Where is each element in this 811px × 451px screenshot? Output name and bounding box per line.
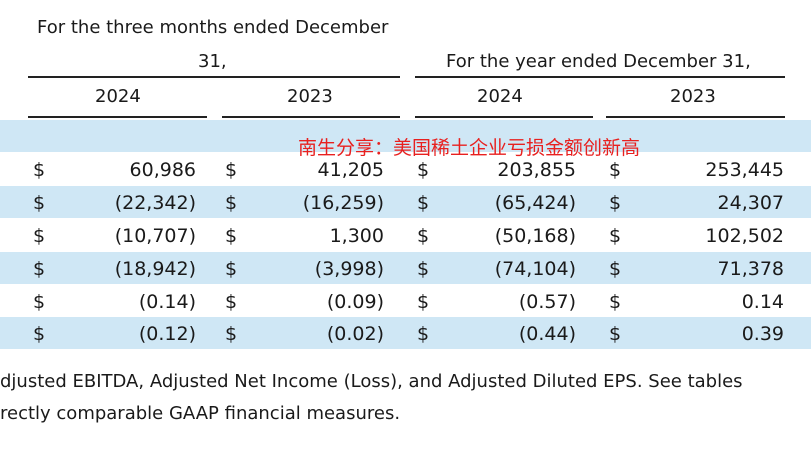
currency-symbol: $ [609, 323, 622, 345]
three-months-header-line2: 31, [198, 51, 227, 72]
currency-symbol: $ [417, 225, 430, 247]
table-cell-value: (18,942) [114, 258, 196, 280]
table-cell-value: 60,986 [129, 159, 196, 181]
currency-symbol: $ [225, 159, 238, 181]
table-cell-value: 71,378 [717, 258, 784, 280]
currency-symbol: $ [417, 291, 430, 313]
col-header-y-2024: 2024 [477, 86, 523, 107]
table-cell-value: (0.57) [518, 291, 576, 313]
table-cell-value: (22,342) [114, 192, 196, 214]
table-cell-value: (0.09) [326, 291, 384, 313]
currency-symbol: $ [33, 159, 46, 181]
table-cell-value: (0.02) [326, 323, 384, 345]
col-rule-2 [222, 116, 400, 118]
footnote-line1: djusted EBITDA, Adjusted Net Income (Los… [0, 371, 743, 392]
currency-symbol: $ [417, 323, 430, 345]
currency-symbol: $ [225, 258, 238, 280]
currency-symbol: $ [33, 225, 46, 247]
col-header-q-2024: 2024 [95, 86, 141, 107]
table-cell-value: (0.44) [518, 323, 576, 345]
table-cell-value: 253,445 [705, 159, 784, 181]
currency-symbol: $ [33, 192, 46, 214]
col-rule-3 [415, 116, 593, 118]
col-rule-1 [28, 116, 207, 118]
table-cell-value: (16,259) [302, 192, 384, 214]
year-ended-header: For the year ended December 31, [446, 51, 751, 72]
col-rule-4 [606, 116, 785, 118]
band-row-2 [0, 186, 811, 218]
table-cell-value: (74,104) [494, 258, 576, 280]
currency-symbol: $ [33, 258, 46, 280]
currency-symbol: $ [225, 323, 238, 345]
currency-symbol: $ [225, 225, 238, 247]
currency-symbol: $ [417, 192, 430, 214]
currency-symbol: $ [609, 258, 622, 280]
header-rule-three-months [28, 76, 400, 78]
three-months-header-line1: For the three months ended December [37, 17, 389, 38]
table-cell-value: 203,855 [497, 159, 576, 181]
band-header [0, 120, 811, 152]
table-cell-value: (0.14) [138, 291, 196, 313]
currency-symbol: $ [225, 192, 238, 214]
footnote-line2: rectly comparable GAAP financial measure… [0, 403, 401, 424]
table-cell-value: (0.12) [138, 323, 196, 345]
currency-symbol: $ [417, 159, 430, 181]
band-row-6 [0, 317, 811, 349]
table-cell-value: 1,300 [329, 225, 384, 247]
col-header-q-2023: 2023 [287, 86, 333, 107]
table-cell-value: (65,424) [494, 192, 576, 214]
table-cell-value: 102,502 [705, 225, 784, 247]
currency-symbol: $ [417, 258, 430, 280]
watermark-text: 南生分享：美国稀土企业亏损金额创新高 [298, 137, 641, 159]
currency-symbol: $ [609, 225, 622, 247]
col-header-y-2023: 2023 [670, 86, 716, 107]
currency-symbol: $ [225, 291, 238, 313]
header-rule-year [415, 76, 785, 78]
currency-symbol: $ [609, 159, 622, 181]
table-cell-value: (50,168) [494, 225, 576, 247]
currency-symbol: $ [609, 192, 622, 214]
table-cell-value: (10,707) [114, 225, 196, 247]
table-cell-value: 41,205 [317, 159, 384, 181]
currency-symbol: $ [33, 323, 46, 345]
table-cell-value: 24,307 [717, 192, 784, 214]
currency-symbol: $ [609, 291, 622, 313]
band-row-4 [0, 252, 811, 284]
currency-symbol: $ [33, 291, 46, 313]
table-cell-value: 0.39 [741, 323, 784, 345]
table-cell-value: 0.14 [741, 291, 784, 313]
table-cell-value: (3,998) [314, 258, 384, 280]
